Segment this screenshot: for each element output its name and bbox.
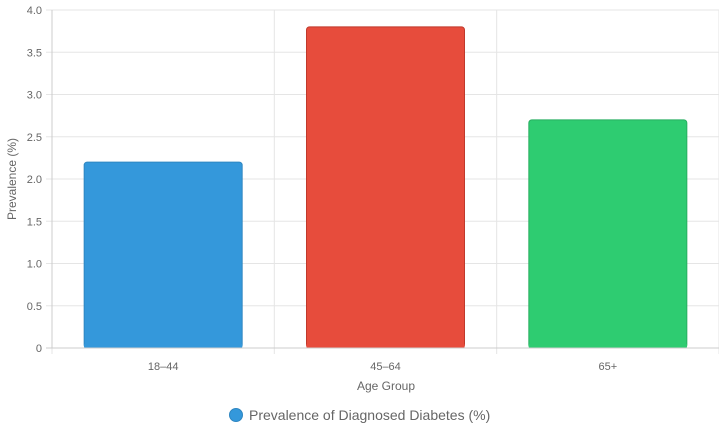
y-tick-label: 2.5 <box>27 132 42 144</box>
y-tick-label: 2.0 <box>27 174 42 186</box>
y-tick-label: 1.0 <box>27 259 42 271</box>
y-tick-labels: 0 0.5 1.0 1.5 2.0 2.5 3.0 3.5 4.0 <box>27 5 42 355</box>
bar[interactable] <box>528 119 688 349</box>
y-tick-label: 3.0 <box>27 90 42 102</box>
x-tick-label: 45–64 <box>370 361 401 373</box>
y-tick-label: 4.0 <box>27 5 42 17</box>
y-axis-title: Prevalence (%) <box>5 138 19 220</box>
legend-marker-icon <box>229 408 243 422</box>
legend-label: Prevalence of Diagnosed Diabetes (%) <box>249 407 490 423</box>
y-tick-label: 3.5 <box>27 47 42 59</box>
bars <box>83 26 688 349</box>
y-tick-label: 0.5 <box>27 301 42 313</box>
bar-base <box>528 344 687 348</box>
bar[interactable] <box>306 26 465 349</box>
bar[interactable] <box>83 161 243 349</box>
x-axis-title: Age Group <box>357 379 415 393</box>
bar-base <box>306 344 465 348</box>
y-tick-label: 0 <box>36 343 42 355</box>
x-tick-labels: 18–44 45–64 65+ <box>148 361 617 373</box>
axes <box>46 10 719 349</box>
legend[interactable]: Prevalence of Diagnosed Diabetes (%) <box>229 407 491 423</box>
x-tick-label: 18–44 <box>148 361 179 373</box>
x-tick-label: 65+ <box>598 361 617 373</box>
y-tick-label: 1.5 <box>27 216 42 228</box>
bar-base <box>84 344 243 348</box>
